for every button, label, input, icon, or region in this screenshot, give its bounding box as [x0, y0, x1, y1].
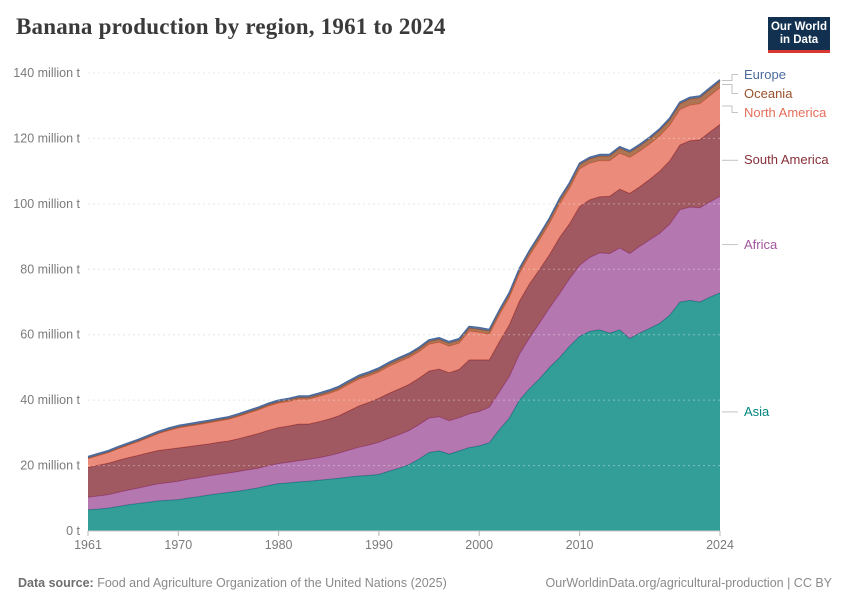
owid-logo-box: Our World in Data	[768, 17, 830, 53]
y-tick-label: 20 million t	[20, 459, 80, 473]
y-tick-label: 80 million t	[20, 262, 80, 276]
area-asia[interactable]	[88, 292, 720, 531]
chart-title: Banana production by region, 1961 to 202…	[16, 14, 446, 39]
x-tick-label: 1961	[74, 538, 102, 552]
x-tick-label: 2000	[465, 538, 493, 552]
area-south-america[interactable]	[88, 124, 720, 498]
x-tick-label: 2010	[566, 538, 594, 552]
data-source-text: Food and Agriculture Organization of the…	[97, 576, 447, 590]
footer-link[interactable]: OurWorldinData.org/agricultural-producti…	[545, 576, 832, 590]
area-africa[interactable]	[88, 196, 720, 510]
x-tick-label: 1980	[265, 538, 293, 552]
x-tick-label: 2024	[706, 538, 734, 552]
chart-footer: Data source: Food and Agriculture Organi…	[0, 576, 850, 590]
legend-label-asia[interactable]: Asia	[744, 403, 770, 419]
y-tick-label: 140 million t	[13, 66, 80, 80]
legend-label-north-america[interactable]: North America	[744, 104, 827, 120]
y-tick-label: 120 million t	[13, 131, 80, 145]
data-source-label: Data source:	[18, 576, 94, 590]
owid-logo[interactable]: Our World in Data	[768, 17, 830, 53]
y-tick-label: 40 million t	[20, 393, 80, 407]
legend-label-europe[interactable]: Europe	[744, 66, 786, 82]
data-source: Data source: Food and Agriculture Organi…	[18, 576, 447, 590]
owid-logo-line1: Our World	[770, 21, 827, 33]
legend-label-south-america[interactable]: South America	[744, 152, 829, 168]
legend-label-oceania[interactable]: Oceania	[744, 85, 793, 101]
boundary-south-america	[87, 124, 721, 468]
x-tick-label: 1990	[365, 538, 393, 552]
legend-connector-europe	[722, 74, 738, 81]
legend-connector-oceania	[722, 84, 738, 94]
x-tick-label: 1970	[164, 538, 192, 552]
boundary-europe	[87, 79, 721, 458]
owid-logo-line2: in Data	[779, 34, 819, 46]
y-tick-label: 0 t	[66, 524, 80, 538]
legend-connector-north-america	[722, 105, 738, 113]
legend-label-africa[interactable]: Africa	[744, 236, 778, 252]
y-tick-label: 100 million t	[13, 197, 80, 211]
y-tick-label: 60 million t	[20, 328, 80, 342]
